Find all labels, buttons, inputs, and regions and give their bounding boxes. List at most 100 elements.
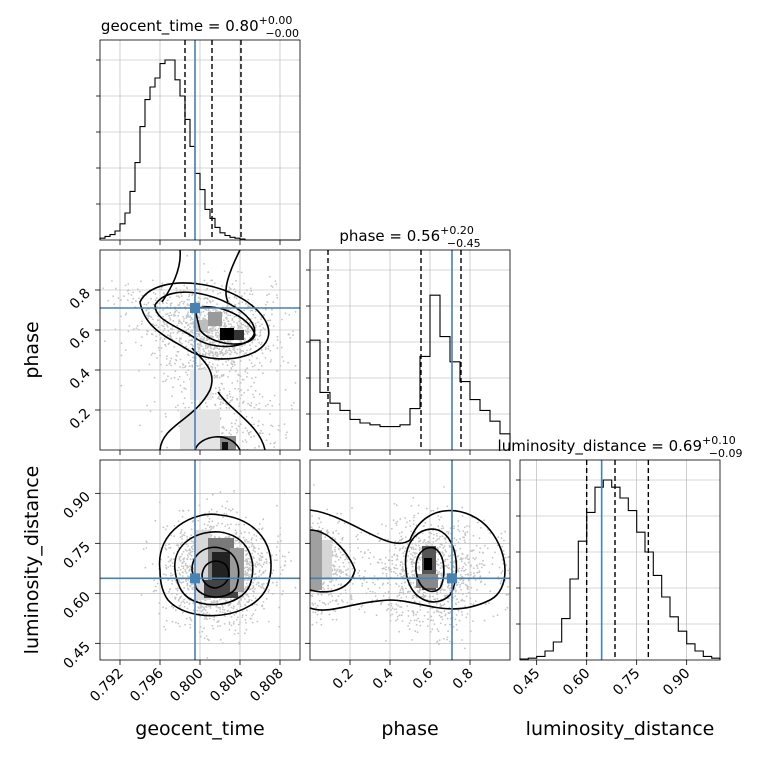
sample-point (243, 523, 246, 526)
sample-point (350, 594, 352, 597)
sample-point (355, 535, 358, 538)
sample-point (179, 536, 182, 539)
sample-point (393, 503, 396, 505)
sample-point (252, 545, 255, 548)
sample-point (254, 447, 256, 449)
sample-point (147, 312, 150, 315)
sample-point (223, 512, 226, 515)
sample-point (211, 520, 214, 523)
sample-point (215, 605, 218, 608)
sample-point (214, 353, 217, 355)
sample-point (245, 516, 247, 519)
sample-point (411, 639, 414, 641)
sample-point (464, 583, 467, 586)
sample-point (369, 563, 372, 565)
sample-point (478, 537, 481, 540)
sample-point (248, 575, 251, 578)
sample-point (389, 620, 392, 622)
sample-point (436, 507, 439, 510)
sample-point (331, 618, 334, 621)
sample-point (236, 432, 238, 434)
sample-point (419, 558, 422, 561)
sample-point (415, 552, 418, 555)
sample-point (230, 362, 233, 364)
sample-point (244, 586, 247, 588)
hist-luminosity_distance-panel: 0.45 0.60 0.75 0.90 (510, 459, 721, 699)
sample-point (483, 564, 486, 567)
sample-point (301, 569, 303, 571)
sample-point (237, 270, 239, 273)
sample-point (255, 535, 258, 537)
sample-point (414, 531, 417, 534)
sample-point (327, 603, 330, 605)
sample-point (157, 326, 160, 329)
sample-point (188, 298, 190, 301)
ylabel-luminosity-distance: luminosity_distance (21, 466, 43, 655)
sample-point (282, 360, 285, 362)
sample-point (258, 335, 261, 337)
sample-point (215, 375, 218, 377)
sample-point (160, 347, 163, 349)
sample-point (196, 335, 198, 337)
sample-point (402, 591, 405, 594)
sample-point (185, 317, 188, 319)
sample-point (207, 515, 209, 518)
sample-point (332, 531, 335, 534)
sample-point (418, 589, 421, 592)
sample-point (476, 564, 478, 566)
sample-point (470, 573, 472, 576)
sample-point (321, 601, 324, 604)
sample-point (288, 575, 290, 577)
sample-point (253, 533, 256, 536)
sample-point (440, 588, 443, 591)
sample-point (334, 610, 337, 612)
sample-point (238, 320, 240, 323)
sample-point (447, 630, 449, 632)
sample-point (258, 341, 260, 344)
sample-point (210, 350, 212, 352)
sample-point (302, 600, 304, 602)
sample-point (432, 541, 435, 543)
sample-point (488, 571, 491, 574)
sample-point (460, 569, 463, 572)
sample-point (314, 602, 317, 605)
sample-point (387, 559, 390, 562)
sample-point (436, 593, 439, 595)
sample-point (364, 570, 366, 572)
sample-point (174, 406, 177, 409)
sample-point (243, 392, 246, 394)
sample-point (414, 542, 417, 545)
sample-point (206, 347, 209, 349)
sample-point (371, 599, 374, 602)
sample-point (223, 450, 225, 452)
sample-point (217, 369, 220, 372)
sample-point (259, 585, 262, 588)
sample-point (432, 595, 434, 598)
sample-point (241, 327, 243, 329)
sample-point (257, 424, 260, 427)
sample-point (218, 386, 221, 389)
sample-point (216, 335, 219, 337)
sample-point (310, 526, 313, 528)
sample-point (168, 591, 170, 593)
sample-point (249, 430, 252, 433)
sample-point (211, 279, 214, 282)
sample-point (346, 601, 349, 604)
sample-point (237, 425, 240, 428)
sample-point (487, 602, 490, 604)
sample-point (159, 299, 162, 302)
sample-point (223, 352, 226, 355)
sample-point (241, 440, 244, 443)
sample-point (379, 558, 382, 561)
panel-geocent_time-vs-phase-contour-0 (154, 291, 256, 348)
sample-point (188, 406, 190, 409)
sample-point (226, 364, 229, 367)
sample-point (220, 398, 223, 400)
sample-point (219, 291, 222, 294)
sample-point (452, 562, 455, 564)
sample-point (238, 541, 241, 544)
sample-point (507, 569, 510, 572)
sample-point (211, 493, 214, 496)
sample-point (270, 424, 272, 427)
sample-point (476, 571, 479, 574)
